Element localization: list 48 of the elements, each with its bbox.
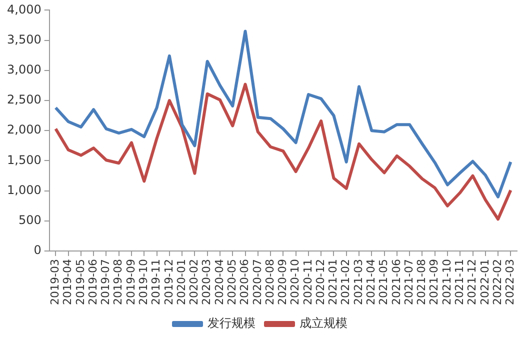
- x-tick-label: 2020-06: [238, 259, 252, 306]
- legend-label: 发行规模: [208, 316, 256, 330]
- y-tick-label: 0: [34, 243, 42, 258]
- legend-label: 成立规模: [300, 316, 348, 330]
- x-tick-label: 2020-08: [263, 259, 276, 306]
- x-tick-label: 2021-06: [390, 259, 403, 306]
- y-tick-label: 500: [18, 213, 42, 228]
- x-tick-label: 2019-09: [124, 259, 138, 306]
- x-tick-label: 2022-01: [478, 259, 492, 306]
- x-tick-label: 2019-07: [99, 259, 112, 306]
- x-tick-label: 2021-02: [339, 259, 352, 306]
- x-tick-label: 2019-05: [74, 259, 87, 306]
- x-tick-label: 2021-10: [440, 259, 454, 306]
- y-tick-label: 3,500: [6, 32, 42, 46]
- x-tick-label: 2021-11: [452, 259, 466, 306]
- x-tick-label: 2020-03: [200, 259, 214, 306]
- x-tick-label: 2021-12: [466, 259, 479, 306]
- x-tick-label: 2021-08: [415, 259, 428, 306]
- x-tick-label: 2021-01: [326, 259, 340, 306]
- x-tick-label: 2019-11: [150, 259, 163, 306]
- x-tick-label: 2020-11: [301, 259, 314, 306]
- y-tick-label: 4,000: [6, 2, 42, 16]
- x-tick-label: 2021-05: [377, 259, 390, 306]
- x-tick-label: 2020-07: [250, 259, 264, 306]
- x-tick-label: 2019-06: [86, 259, 100, 306]
- y-tick-label: 2,500: [6, 92, 42, 107]
- x-tick-label: 2020-09: [276, 259, 290, 306]
- x-tick-label: 2021-09: [428, 259, 441, 306]
- y-tick-label: 1,000: [6, 182, 42, 197]
- y-tick-label: 3,000: [6, 62, 42, 77]
- x-tick-label: 2020-05: [225, 259, 238, 306]
- x-tick-label: 2021-03: [352, 259, 365, 306]
- x-tick-label: 2019-08: [112, 259, 125, 306]
- x-tick-label: 2019-10: [137, 259, 150, 306]
- x-tick-label: 2020-01: [174, 259, 188, 306]
- x-tick-label: 2022-02: [490, 259, 504, 306]
- x-tick-label: 2021-07: [402, 259, 416, 306]
- x-tick-label: 2020-10: [288, 259, 302, 306]
- x-tick-label: 2019-12: [162, 259, 176, 306]
- x-tick-label: 2021-04: [364, 259, 378, 306]
- x-tick-label: 2019-03: [48, 259, 62, 306]
- x-tick-label: 2020-12: [314, 259, 327, 306]
- x-tick-label: 2019-04: [61, 259, 74, 306]
- x-tick-label: 2020-02: [188, 259, 201, 306]
- y-tick-label: 1,500: [6, 152, 42, 167]
- x-tick-label: 2020-04: [212, 259, 226, 306]
- x-tick-label: 2022-03: [504, 259, 517, 306]
- y-tick-label: 2,000: [6, 122, 42, 137]
